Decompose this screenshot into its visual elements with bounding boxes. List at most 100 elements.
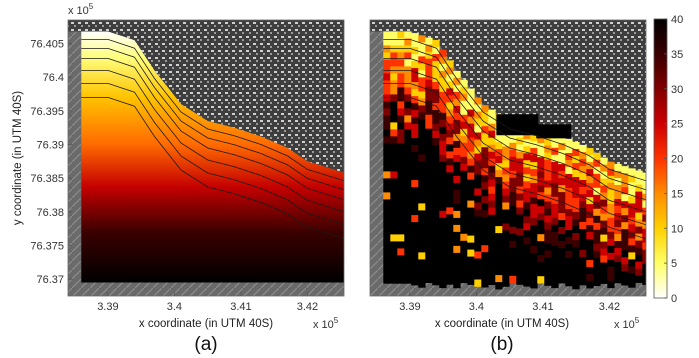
heat-cell-b-29 (383, 234, 391, 242)
heat-cell-b-546 (502, 139, 510, 147)
heat-cell-b-673 (537, 227, 545, 235)
heat-cell-b-858 (600, 234, 608, 242)
heat-cell-b-206 (418, 217, 426, 225)
heat-cell-b-261 (432, 110, 440, 118)
heat-cell-b-454 (474, 195, 482, 203)
heat-cell-b-208 (418, 231, 426, 239)
heat-cell-b-954 (642, 200, 646, 208)
heat-cell-b-135 (404, 220, 412, 228)
heat-cell-b-589 (509, 275, 517, 284)
heat-cell-b-855 (600, 213, 608, 221)
heat-cell-b-526 (495, 170, 503, 178)
heat-cell-b-294 (439, 105, 447, 114)
heat-cell-b-840 (593, 236, 601, 245)
heat-cell-b-292 (439, 91, 447, 100)
heat-cell-b-446 (474, 139, 482, 147)
heat-cell-b-914 (621, 264, 629, 272)
heat-cell-b-368 (453, 182, 461, 191)
heat-cell-b-726 (558, 143, 566, 151)
heat-cell-b-341 (446, 207, 454, 215)
heat-cell-b-348 (446, 256, 454, 264)
heat-cell-b-901 (621, 173, 629, 181)
heat-cell-b-751 (565, 174, 573, 182)
heat-cell-b-799 (579, 222, 587, 230)
heat-cell-b-741 (558, 248, 566, 256)
heat-cell-b-808 (586, 148, 594, 156)
heat-cell-b-928 (628, 245, 636, 253)
heat-cell-b-482 (481, 210, 489, 218)
heat-cell-b-911 (621, 243, 629, 251)
heat-cell-b-259 (432, 96, 440, 104)
heat-cell-b-69 (390, 262, 398, 270)
colorbar-tick-label-0: 0 (671, 293, 677, 305)
heat-cell-b-687 (544, 173, 552, 181)
heat-cell-b-21 (383, 178, 391, 186)
heat-cell-b-893 (614, 234, 622, 242)
heat-cell-b-540 (495, 268, 503, 276)
colorbar-tick-label-8: 40 (671, 14, 683, 26)
heat-cell-b-504 (488, 186, 496, 194)
heat-cell-b-510 (488, 228, 496, 236)
heat-cell-b-777 (572, 212, 580, 220)
heat-cell-b-179 (411, 278, 419, 286)
heat-cell-b-609 (516, 256, 524, 264)
heat-cell-b-54 (390, 157, 398, 165)
heat-cell-b-459 (474, 230, 482, 238)
heat-field-a (81, 31, 344, 283)
heat-cell-b-156 (411, 117, 419, 125)
heat-cell-b-31 (383, 248, 391, 256)
heat-cell-b-965 (642, 277, 646, 285)
heat-cell-b-174 (411, 243, 419, 251)
panel-label-a: (a) (194, 334, 217, 355)
heat-cell-b-326 (446, 102, 454, 110)
heat-cell-b-457 (474, 216, 482, 224)
heat-cell-b-399 (460, 191, 468, 200)
heat-cell-b-154 (411, 103, 419, 111)
heat-cell-b-44 (390, 87, 398, 95)
heat-cell-b-789 (579, 152, 587, 160)
heat-cell-b-538 (495, 254, 503, 262)
contour-a-1 (81, 48, 344, 191)
heat-cell-b-131 (404, 192, 412, 200)
heat-cell-b-735 (558, 206, 566, 214)
heat-cell-b-916 (621, 278, 629, 286)
axis-ticks-a: 3.39 3.4 3.41 3.42 76.405 76.4 76.395 76.39 76.3… (30, 39, 318, 313)
heat-cell-b-8 (383, 87, 391, 95)
heat-cell-b-530 (495, 198, 503, 206)
heat-cell-b-299 (439, 140, 447, 149)
heat-cell-b-264 (432, 131, 440, 139)
heat-cell-b-398 (460, 184, 468, 193)
heat-cell-b-391 (460, 135, 468, 144)
heat-cell-b-935 (635, 177, 643, 185)
heat-cell-b-263 (432, 124, 440, 132)
heat-cell-b-282 (432, 257, 440, 265)
heat-cell-b-36 (390, 31, 398, 39)
heat-cell-b-866 (607, 168, 615, 177)
heat-cell-b-266 (432, 145, 440, 153)
heat-cell-b-125 (404, 150, 412, 158)
heat-cell-b-323 (446, 81, 454, 89)
heat-cell-b-781 (572, 240, 580, 248)
heat-cell-b-423 (467, 165, 475, 173)
heat-cell-b-382 (453, 280, 461, 289)
heat-cell-b-742 (558, 255, 566, 263)
heat-cell-b-62 (390, 213, 398, 221)
heat-cell-b-513 (488, 249, 496, 257)
heat-cell-b-215 (418, 280, 426, 288)
heat-cell-b-496 (488, 130, 496, 138)
heat-cell-b-586 (509, 254, 517, 263)
heat-cell-b-763 (565, 258, 573, 266)
heat-cell-b-317 (439, 266, 447, 275)
heat-cell-b-558 (502, 223, 510, 231)
heat-cell-b-941 (635, 219, 643, 227)
heat-cell-b-782 (572, 247, 580, 255)
heat-cell-b-11 (383, 108, 391, 116)
heat-cell-b-95 (397, 192, 405, 200)
heat-cell-b-219 (425, 58, 433, 66)
heat-cell-b-776 (572, 205, 580, 213)
heat-cell-b-12 (383, 115, 391, 123)
heat-cell-b-38 (390, 45, 398, 53)
heat-cell-b-959 (642, 235, 646, 243)
heat-cell-b-16 (383, 143, 391, 151)
